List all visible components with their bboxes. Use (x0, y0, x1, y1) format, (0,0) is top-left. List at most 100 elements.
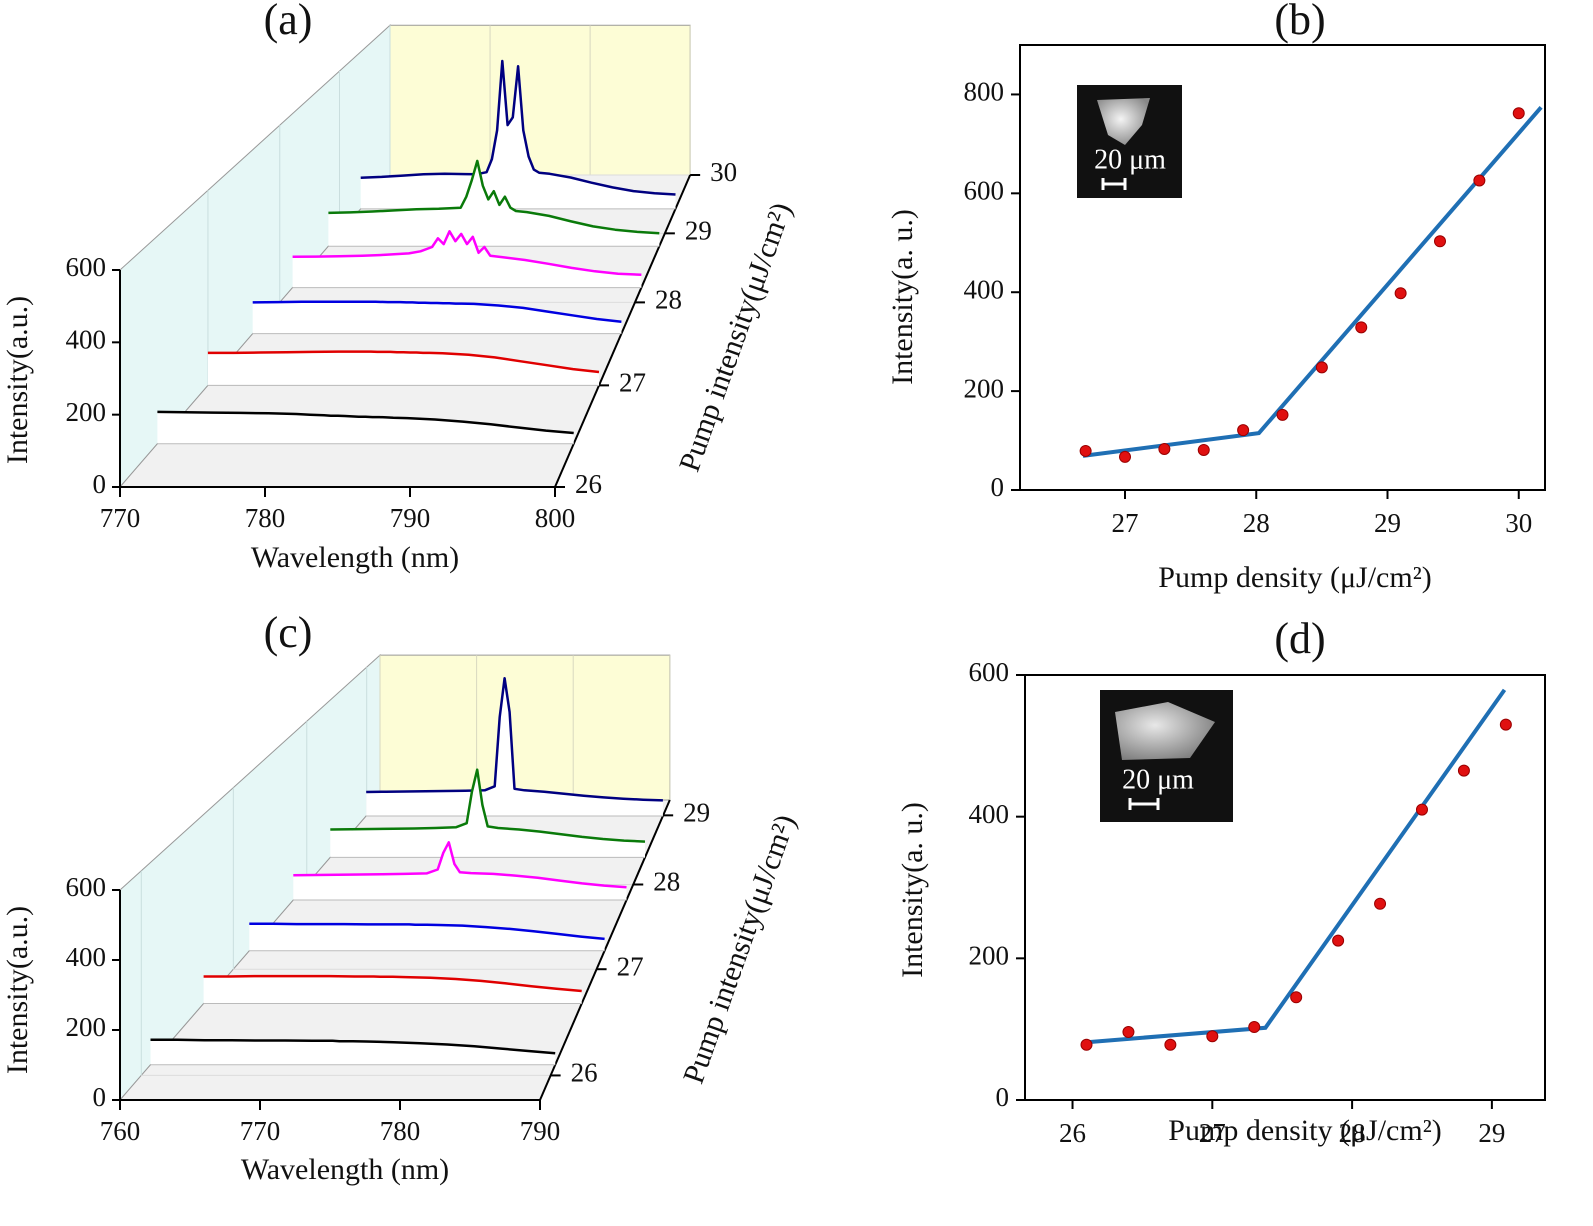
curve-fill (293, 842, 627, 900)
curve-fill (203, 976, 582, 1004)
y-tick-label: 400 (66, 942, 107, 972)
spectrum-line (252, 300, 622, 323)
x-tick-label: 28 (1339, 1118, 1366, 1148)
x-tick-label: 780 (380, 1116, 421, 1146)
spectrum-line (207, 350, 600, 374)
curve-fill (292, 231, 642, 288)
z-axis (539, 799, 671, 1101)
y-axis-label: Intensity(a.u.) (1, 296, 34, 464)
x-tick-label: 770 (100, 503, 141, 533)
y-tick-label: 200 (66, 1012, 107, 1042)
y-axis-label: Intensity(a. u.) (896, 802, 929, 978)
data-point (1158, 442, 1171, 455)
data-point (1415, 803, 1428, 816)
z-tick-label: 28 (653, 867, 680, 897)
x-tick-label: 28 (1243, 508, 1270, 538)
spectrum-line (360, 59, 676, 196)
data-point (1080, 1038, 1093, 1051)
data-point (1355, 321, 1368, 334)
x-tick-label: 27 (1112, 508, 1139, 538)
z-tick-label: 29 (685, 216, 712, 246)
panel-title: (c) (264, 608, 313, 657)
y-tick-label: 600 (964, 176, 1005, 206)
x-tick-label: 790 (390, 503, 431, 533)
panel-title: (a) (264, 0, 313, 44)
spectrum-line (150, 1038, 556, 1055)
x-tick-label: 800 (535, 503, 576, 533)
spectrum-line (203, 974, 582, 993)
y-tick-label: 200 (66, 397, 107, 427)
spectrum-line (330, 768, 646, 843)
fit-line (1082, 105, 1543, 458)
x-axis-label: Pump density (μJ/cm²) (1158, 561, 1431, 594)
scale-bar (1128, 798, 1160, 810)
data-point (1374, 897, 1387, 910)
data-point (1332, 934, 1345, 947)
y-axis-label: Intensity(a. u.) (886, 209, 919, 385)
curve-fill (207, 351, 599, 386)
x-tick-label: 790 (520, 1116, 561, 1146)
z-tick-label: 30 (710, 157, 737, 187)
x-axis-label: Wavelength (nm) (241, 1153, 449, 1186)
y-tick-label: 600 (969, 657, 1010, 687)
y-tick-label: 0 (996, 1082, 1010, 1112)
data-point (1315, 361, 1328, 374)
data-point (1122, 1026, 1135, 1038)
curve-fill (360, 61, 676, 209)
curve-fill (328, 160, 660, 247)
scatter-panel: 26 27 28 29 0 200 400 600 (969, 657, 1546, 1148)
data-point (1499, 718, 1512, 731)
y-tick-label: 400 (964, 274, 1005, 304)
y-tick-label: 0 (991, 472, 1005, 502)
plot-frame (1019, 44, 1546, 491)
inset-d: 20 μm (1100, 690, 1233, 822)
scatter-panel: 27 28 29 30 0 200 400 600 800 (964, 44, 1546, 538)
data-point (1473, 174, 1486, 187)
y-axis-label: Intensity(a.u.) (1, 906, 34, 1074)
y-tick-label: 400 (969, 799, 1010, 829)
y-tick-label: 600 (66, 252, 107, 282)
fit-line (1082, 688, 1507, 1045)
spectrum-line (328, 159, 660, 235)
data-point (1164, 1038, 1177, 1051)
data-point (1079, 444, 1092, 457)
inset-label: 20 μm (1094, 144, 1166, 175)
z-tick-label: 28 (655, 285, 682, 315)
y-tick-label: 0 (93, 1082, 107, 1112)
data-point (1512, 107, 1525, 120)
data-point (1457, 764, 1470, 777)
x-tick-label: 30 (1505, 508, 1532, 538)
x-tick-label: 780 (245, 503, 286, 533)
z-tick-label: 27 (617, 951, 644, 981)
y-tick-label: 200 (969, 941, 1010, 971)
waterfall-panel: 760 770 780 790 26 27 28 29 0 200 400 600 Pump inten… (66, 653, 802, 1146)
x-tick-label: 26 (1059, 1118, 1086, 1148)
curve-fill (366, 678, 663, 816)
data-point (1290, 991, 1303, 1004)
data-point (1434, 235, 1446, 248)
y-tick-label: 200 (964, 373, 1005, 403)
data-point (1206, 1030, 1219, 1043)
crystal (1115, 702, 1215, 760)
scale-bar (1101, 178, 1127, 190)
x-tick-label: 770 (240, 1116, 281, 1146)
curve-fill (157, 411, 574, 444)
inset-b: 20 μm (1077, 85, 1182, 198)
back-wall (389, 24, 691, 176)
crystal (1097, 98, 1150, 145)
spectrum-line (157, 410, 574, 435)
x-tick-label: 27 (1199, 1118, 1226, 1148)
data-point (1237, 424, 1250, 437)
data-point (1276, 408, 1289, 421)
z-tick-label: 26 (571, 1058, 598, 1088)
data-point (1197, 443, 1210, 456)
z-axis (554, 174, 692, 488)
x-tick-label: 760 (100, 1116, 141, 1146)
panel-title: (b) (1274, 0, 1325, 44)
plot-frame (1024, 674, 1546, 1101)
panel-title: (d) (1274, 614, 1325, 663)
y-tick-label: 600 (66, 872, 107, 902)
y-tick-label: 400 (66, 325, 107, 355)
z-axis-label: Pump intensity(μJ/cm²) (677, 810, 802, 1087)
